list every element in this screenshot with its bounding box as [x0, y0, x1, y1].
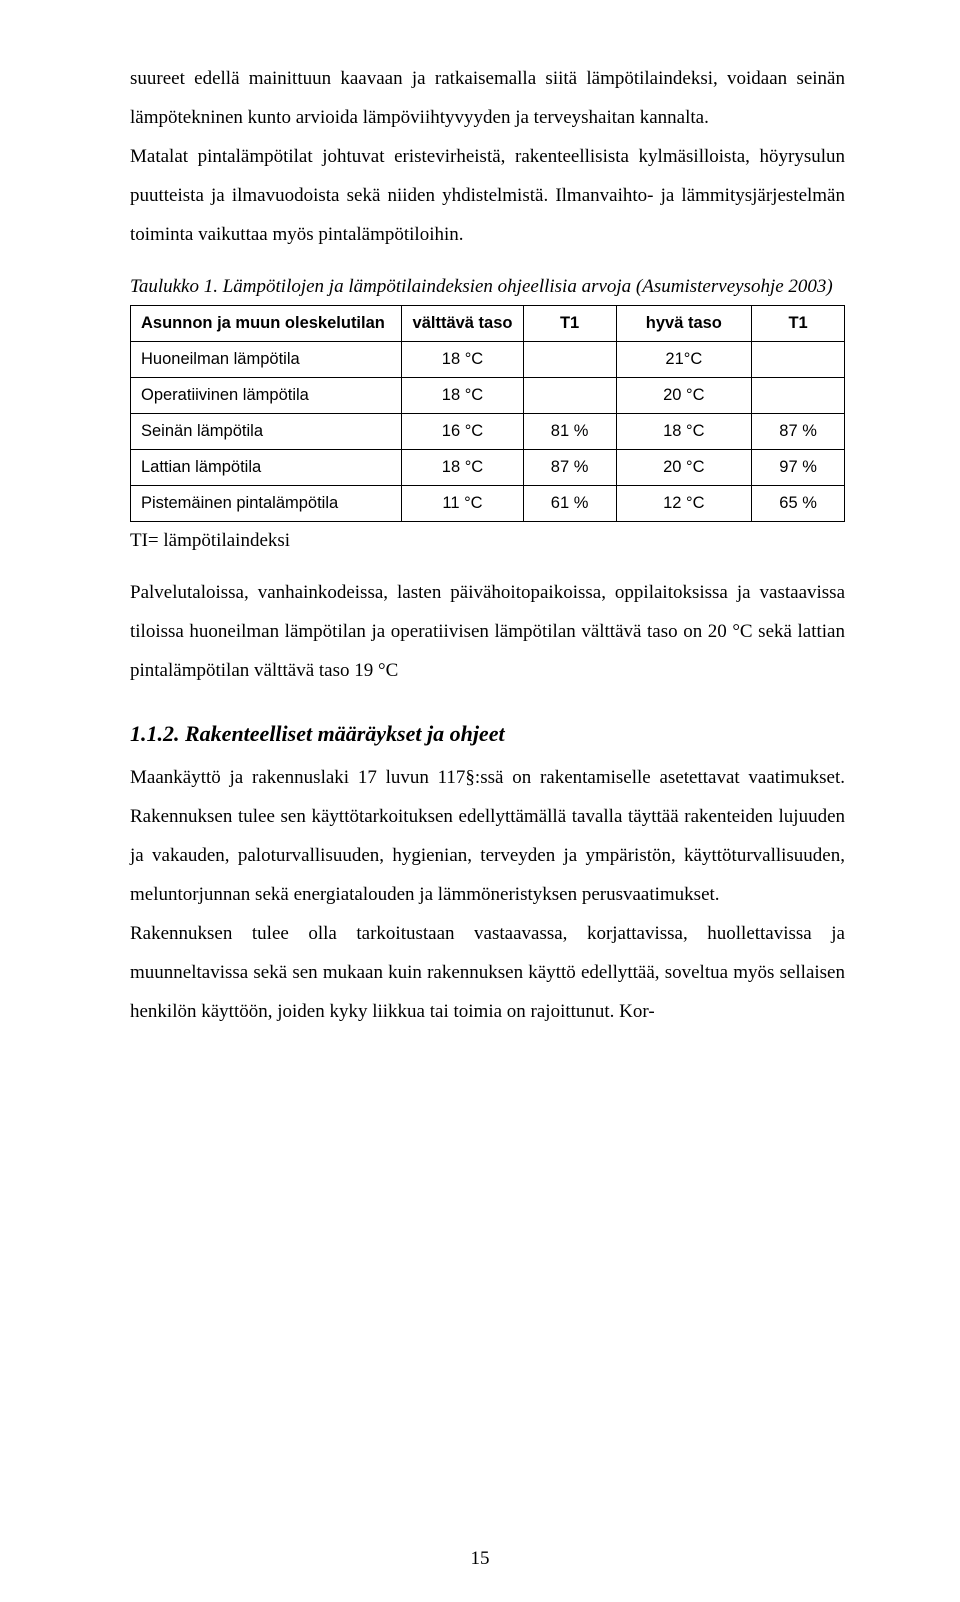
row-c5: [752, 378, 845, 414]
paragraph-4: Maankäyttö ja rakennuslaki 17 luvun 117§…: [130, 759, 845, 915]
paragraph-5: Rakennuksen tulee olla tarkoitustaan vas…: [130, 915, 845, 1032]
document-page: suureet edellä mainittuun kaavaan ja rat…: [0, 0, 960, 1602]
row-c5: 87 %: [752, 414, 845, 450]
page-number: 15: [0, 1548, 960, 1570]
row-c4: 20 °C: [616, 378, 752, 414]
row-c4: 20 °C: [616, 450, 752, 486]
row-c3: [523, 378, 616, 414]
th-col4: hyvä taso: [616, 306, 752, 342]
table-row: Lattian lämpötila 18 °C 87 % 20 °C 97 %: [131, 450, 845, 486]
row-c5: [752, 342, 845, 378]
th-col1: Asunnon ja muun oleskelutilan: [131, 306, 402, 342]
row-label: Huoneilman lämpötila: [131, 342, 402, 378]
row-label: Seinän lämpötila: [131, 414, 402, 450]
row-c2: 18 °C: [402, 450, 523, 486]
row-c2: 11 °C: [402, 486, 523, 522]
section-heading: 1.1.2. Rakenteelliset määräykset ja ohje…: [130, 721, 845, 747]
table-row: Huoneilman lämpötila 18 °C 21°C: [131, 342, 845, 378]
temperature-table: Asunnon ja muun oleskelutilan välttävä t…: [130, 305, 845, 522]
row-c4: 21°C: [616, 342, 752, 378]
row-c2: 16 °C: [402, 414, 523, 450]
row-c3: 81 %: [523, 414, 616, 450]
row-c4: 12 °C: [616, 486, 752, 522]
row-c2: 18 °C: [402, 378, 523, 414]
ti-note: TI= lämpötilaindeksi: [130, 530, 845, 552]
th-col2: välttävä taso: [402, 306, 523, 342]
row-c5: 65 %: [752, 486, 845, 522]
row-c3: 61 %: [523, 486, 616, 522]
row-c4: 18 °C: [616, 414, 752, 450]
row-c2: 18 °C: [402, 342, 523, 378]
row-c5: 97 %: [752, 450, 845, 486]
th-col3: T1: [523, 306, 616, 342]
paragraph-1: suureet edellä mainittuun kaavaan ja rat…: [130, 60, 845, 138]
row-label: Operatiivinen lämpötila: [131, 378, 402, 414]
row-c3: 87 %: [523, 450, 616, 486]
table-header-row: Asunnon ja muun oleskelutilan välttävä t…: [131, 306, 845, 342]
paragraph-3: Palvelutaloissa, vanhainkodeissa, lasten…: [130, 574, 845, 691]
th-col5: T1: [752, 306, 845, 342]
table-row: Operatiivinen lämpötila 18 °C 20 °C: [131, 378, 845, 414]
table-caption: Taulukko 1. Lämpötilojen ja lämpötilaind…: [130, 273, 845, 302]
row-label: Lattian lämpötila: [131, 450, 402, 486]
paragraph-2: Matalat pintalämpötilat johtuvat eristev…: [130, 138, 845, 255]
table-row: Seinän lämpötila 16 °C 81 % 18 °C 87 %: [131, 414, 845, 450]
table-row: Pistemäinen pintalämpötila 11 °C 61 % 12…: [131, 486, 845, 522]
row-label: Pistemäinen pintalämpötila: [131, 486, 402, 522]
row-c3: [523, 342, 616, 378]
